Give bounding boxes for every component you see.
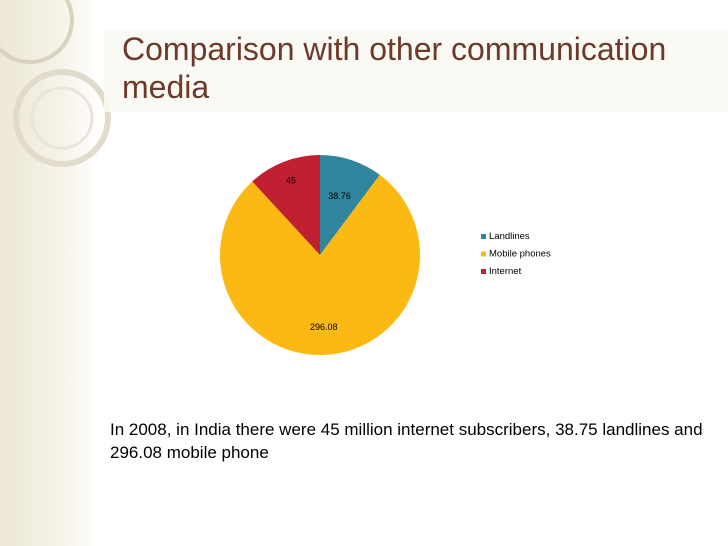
legend-swatch-landlines	[481, 234, 486, 239]
slide-caption: In 2008, in India there were 45 million …	[110, 420, 703, 462]
data-label-mobile-phones: 296.08	[310, 322, 338, 332]
slide-title: Comparison with other communication medi…	[122, 31, 667, 105]
pie-data-labels: 38.76 296.08 45	[286, 175, 351, 331]
pie-slices	[219, 155, 420, 355]
decorative-circles	[0, 0, 111, 167]
decorative-circle-3	[30, 86, 94, 150]
chart-legend: Landlines Mobile phones Internet	[481, 231, 551, 277]
decorative-circle-1	[0, 0, 74, 64]
data-label-landlines: 38.76	[328, 191, 351, 201]
pie-slice-landlines	[320, 155, 380, 255]
legend-swatch-internet	[481, 269, 486, 274]
legend-label-internet: Internet	[489, 266, 522, 277]
legend-label-landlines: Landlines	[489, 231, 530, 242]
data-label-internet: 45	[286, 175, 296, 185]
legend-swatch-mobile-phones	[481, 251, 486, 257]
legend-label-mobile-phones: Mobile phones	[489, 249, 551, 260]
decorative-circle-2	[13, 69, 111, 167]
pie-slice-internet	[252, 155, 320, 255]
pie-slice-mobile-phones	[219, 174, 420, 355]
title-background	[104, 30, 728, 112]
